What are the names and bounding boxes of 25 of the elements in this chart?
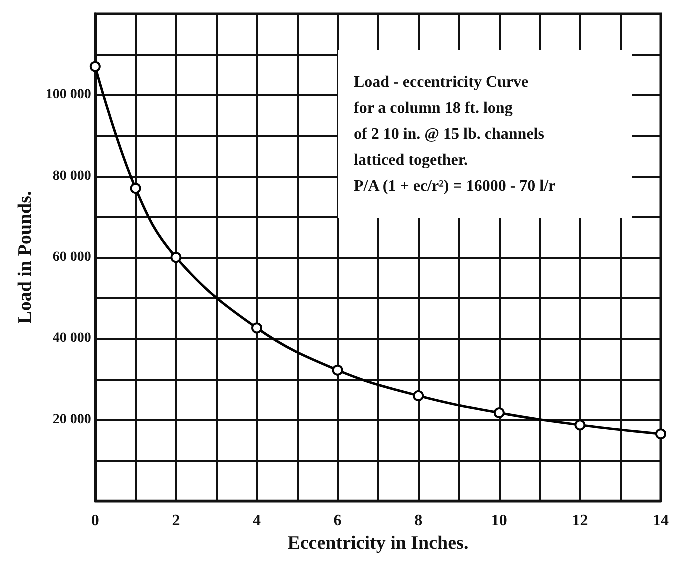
x-tick-label: 14: [653, 512, 669, 530]
point: [494, 408, 505, 419]
x-axis-title: Eccentricity in Inches.: [288, 533, 469, 554]
x-tick-label: 8: [414, 512, 423, 530]
y-axis-title: Load in Pounds.: [15, 191, 36, 324]
point: [332, 364, 344, 376]
point: [90, 61, 101, 72]
x-tick-label: 0: [91, 512, 100, 530]
y-tick-label: 60 000: [52, 250, 92, 266]
point: [252, 322, 262, 334]
text-box: Load - eccentricity Curve for a column 18 ft. long of 2 10 in. @ 15 lb. channels latticed together. P/A (1 + ec/r²) = 16000 - 70 l/r: [338, 50, 632, 218]
point: [413, 390, 424, 402]
y-tick-label: 20 000: [52, 412, 92, 428]
x-tick-label: 6: [334, 512, 342, 530]
y-tick-label: 100 000: [46, 88, 92, 103]
point: [170, 252, 182, 264]
point: [574, 420, 586, 431]
point: [656, 428, 666, 440]
y-tick-label: 40 000: [52, 331, 92, 346]
y-tick-label: 80 000: [52, 168, 92, 184]
point: [130, 183, 142, 194]
x-tick-label: 10: [491, 512, 508, 530]
x-tick-label: 4: [253, 512, 261, 530]
x-tick-label: 2: [172, 512, 180, 530]
x-tick-label: 12: [572, 512, 588, 530]
